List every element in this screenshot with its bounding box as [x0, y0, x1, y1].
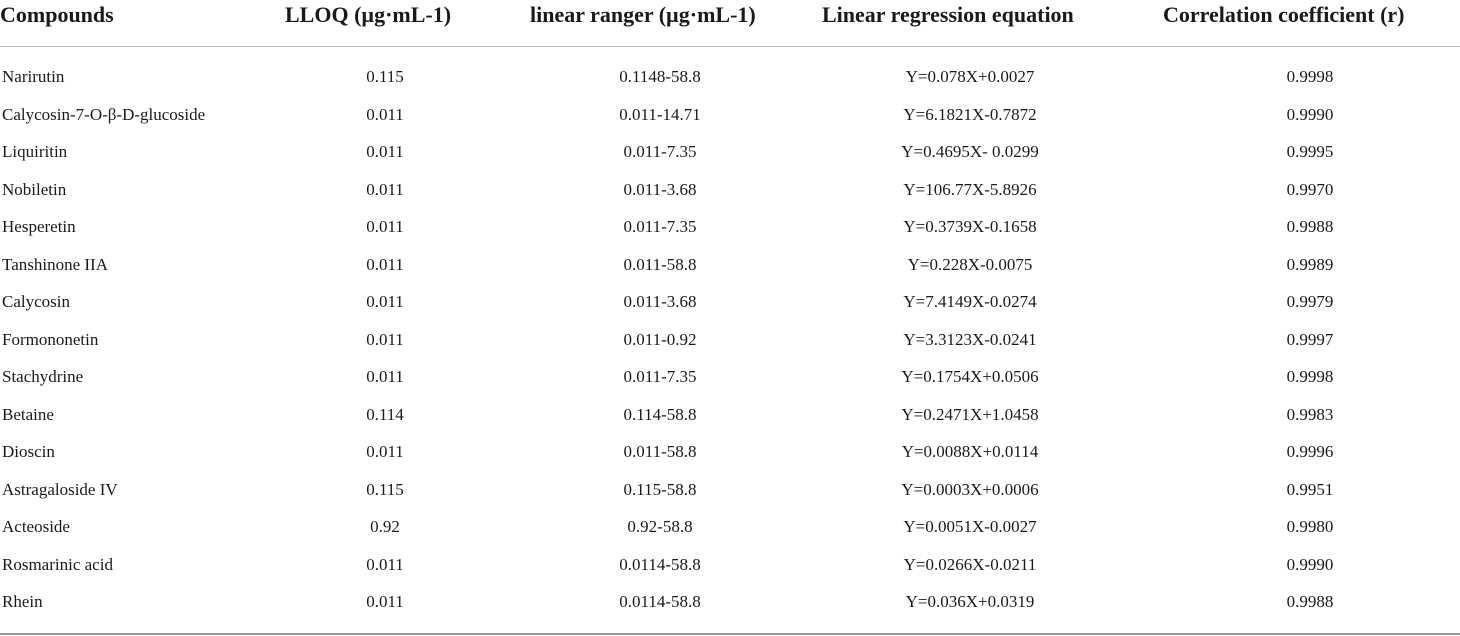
table-row: Rosmarinic acid 0.011 0.0114-58.8 Y=0.0266X… [0, 546, 1460, 583]
compound-cell: Rhein [2, 592, 43, 611]
table-row: Astragaloside IV 0.115 0.115-58.8 Y=0.0003X… [0, 471, 1460, 508]
correlation-cell: 0.9983 [1286, 404, 1334, 424]
lloq-cell: 0.114 [366, 404, 404, 424]
lloq-cell: 0.011 [366, 592, 404, 611]
correlation-cell: 0.9970 [1286, 179, 1334, 199]
compound-cell: Liquiritin [2, 142, 68, 161]
compound-cell: Nobiletin [2, 179, 67, 199]
compound-cell: Tanshinone IIA [2, 254, 108, 274]
regression-equation-cell: Y=0.228X-0.0075 [907, 254, 1033, 274]
compound-cell: Betaine [2, 404, 54, 424]
linear-range-cell: 0.011-7.35 [623, 142, 697, 161]
linear-range-cell: 0.011-3.68 [623, 292, 697, 311]
header-compounds: Compounds [0, 2, 114, 27]
table-row: Formononetin 0.011 0.011-0.92 Y=3.3123X-0.0… [0, 321, 1460, 358]
correlation-cell: 0.9989 [1286, 254, 1334, 274]
regression-equation-cell: Y=6.1821X-0.7872 [903, 104, 1037, 124]
compound-cell: Calycosin [2, 292, 70, 311]
compound-cell: Acteoside [2, 517, 70, 536]
linear-range-cell: 0.011-7.35 [623, 217, 697, 236]
linear-range-cell: 0.011-58.8 [623, 442, 697, 461]
linear-range-cell: 0.0114-58.8 [619, 592, 701, 611]
linear-range-cell: 0.011-7.35 [623, 367, 697, 386]
compound-cell: Hesperetin [2, 217, 76, 236]
lloq-cell: 0.92 [370, 517, 400, 536]
linear-range-cell: 0.011-58.8 [623, 254, 697, 274]
regression-equation-cell: Y=106.77X-5.8926 [903, 179, 1037, 199]
lloq-cell: 0.011 [366, 554, 404, 574]
table-row: Tanshinone IIA 0.011 0.011-58.8 Y=0.228X-0.… [0, 246, 1460, 283]
compound-cell: Formononetin [2, 329, 99, 349]
regression-equation-cell: Y=0.0266X-0.0211 [903, 554, 1037, 574]
lloq-cell: 0.011 [366, 104, 404, 124]
lloq-cell: 0.011 [366, 442, 404, 461]
correlation-cell: 0.9997 [1286, 329, 1334, 349]
header-correlation-coefficient: Correlation coefficient (r) [1163, 2, 1405, 27]
linear-range-cell: 0.1148-58.8 [619, 67, 701, 86]
compound-cell: Narirutin [2, 67, 65, 86]
regression-equation-cell: Y=0.036X+0.0319 [905, 592, 1035, 611]
lloq-cell: 0.011 [366, 292, 404, 311]
regression-equation-cell: Y=7.4149X-0.0274 [903, 292, 1037, 311]
correlation-cell: 0.9988 [1286, 592, 1334, 611]
table-row: Stachydrine 0.011 0.011-7.35 Y=0.1754X+0.05… [0, 358, 1460, 395]
table-row: Narirutin 0.115 0.1148-58.8 Y=0.078X+0.0027… [0, 58, 1460, 95]
table-row: Dioscin 0.011 0.011-58.8 Y=0.0088X+0.0114 0.… [0, 433, 1460, 470]
correlation-cell: 0.9990 [1286, 104, 1334, 124]
lloq-cell: 0.011 [366, 142, 404, 161]
regression-equation-cell: Y=0.078X+0.0027 [905, 67, 1035, 86]
table-row: Rhein 0.011 0.0114-58.8 Y=0.036X+0.0319 0.99… [0, 583, 1460, 620]
lloq-cell: 0.115 [366, 479, 404, 499]
correlation-cell: 0.9980 [1286, 517, 1334, 536]
linear-range-cell: 0.011-14.71 [619, 104, 701, 124]
lloq-cell: 0.011 [366, 329, 404, 349]
table-row: Betaine 0.114 0.114-58.8 Y=0.2471X+1.0458 0.… [0, 396, 1460, 433]
table-row: Liquiritin 0.011 0.011-7.35 Y=0.4695X- 0.02… [0, 133, 1460, 170]
regression-equation-cell: Y=0.4695X- 0.0299 [901, 142, 1039, 161]
regression-equation-cell: Y=0.0051X-0.0027 [903, 517, 1037, 536]
header-lloq: LLOQ (µg·mL-1) [285, 2, 452, 27]
correlation-cell: 0.9979 [1286, 292, 1334, 311]
linear-range-cell: 0.011-0.92 [623, 329, 697, 349]
lloq-cell: 0.011 [366, 179, 404, 199]
linear-range-cell: 0.011-3.68 [623, 179, 697, 199]
lloq-cell: 0.011 [366, 254, 404, 274]
linear-range-cell: 0.115-58.8 [623, 479, 697, 499]
lloq-cell: 0.011 [366, 217, 404, 236]
regression-equation-cell: Y=0.0003X+0.0006 [901, 479, 1039, 499]
table-row: Calycosin-7-O-β-D-glucoside 0.011 0.011-14… [0, 96, 1460, 133]
regression-equation-cell: Y=0.3739X-0.1658 [903, 217, 1037, 236]
correlation-cell: 0.9990 [1286, 554, 1334, 574]
table-row: Hesperetin 0.011 0.011-7.35 Y=0.3739X-0.165… [0, 208, 1460, 245]
linear-range-cell: 0.114-58.8 [623, 404, 697, 424]
correlation-cell: 0.9995 [1286, 142, 1334, 161]
regression-equation-cell: Y=3.3123X-0.0241 [903, 329, 1037, 349]
regression-equation-cell: Y=0.2471X+1.0458 [901, 404, 1039, 424]
correlation-cell: 0.9998 [1286, 367, 1334, 386]
header-divider [0, 46, 1460, 47]
correlation-cell: 0.9998 [1286, 67, 1334, 86]
bottom-divider [0, 633, 1460, 635]
regression-equation-cell: Y=0.0088X+0.0114 [901, 442, 1039, 461]
compound-cell: Astragaloside IV [2, 479, 118, 499]
compound-cell: Calycosin-7-O-β-D-glucoside [2, 104, 206, 124]
linear-range-cell: 0.0114-58.8 [619, 554, 701, 574]
header-regression-equation: Linear regression equation [822, 2, 1074, 27]
compound-cell: Dioscin [2, 442, 55, 461]
regression-equation-cell: Y=0.1754X+0.0506 [901, 367, 1039, 386]
header-linear-range: linear ranger (µg·mL-1) [530, 2, 756, 27]
lloq-cell: 0.115 [366, 67, 404, 86]
correlation-cell: 0.9988 [1286, 217, 1334, 236]
correlation-cell: 0.9996 [1286, 442, 1334, 461]
compound-cell: Rosmarinic acid [2, 554, 113, 574]
table-row: Nobiletin 0.011 0.011-3.68 Y=106.77X-5.8926… [0, 171, 1460, 208]
linear-range-cell: 0.92-58.8 [627, 517, 693, 536]
table-row: Acteoside 0.92 0.92-58.8 Y=0.0051X-0.0027 0.… [0, 508, 1460, 545]
compound-cell: Stachydrine [2, 367, 84, 386]
table-row: Calycosin 0.011 0.011-3.68 Y=7.4149X-0.0274… [0, 283, 1460, 320]
lloq-cell: 0.011 [366, 367, 404, 386]
correlation-cell: 0.9951 [1286, 479, 1334, 499]
